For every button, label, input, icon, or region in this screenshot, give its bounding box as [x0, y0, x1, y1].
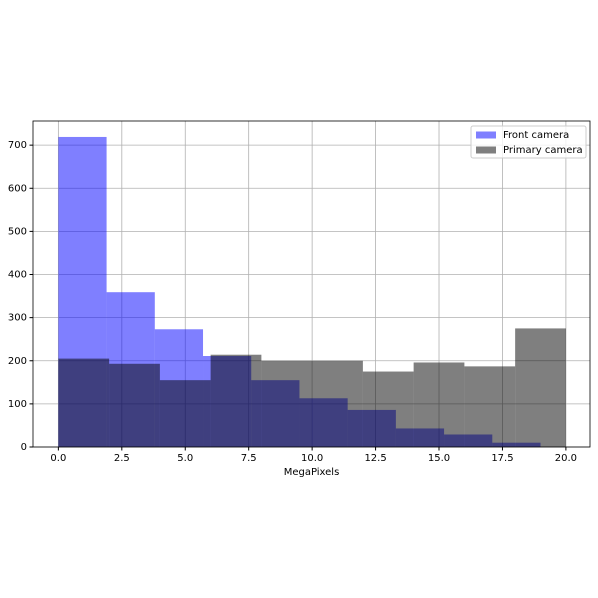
histogram-bar: [261, 360, 313, 447]
y-tick-label: 700: [8, 140, 27, 151]
y-tick-label: 100: [8, 399, 27, 410]
axes-frame: [32, 120, 591, 448]
x-tick-label: 20.0: [555, 453, 577, 464]
x-tick-label: 0.0: [50, 453, 66, 464]
histogram-bar: [413, 362, 465, 447]
bars: [58, 136, 566, 448]
histogram-bar: [312, 360, 363, 447]
x-tick-label: 7.5: [241, 453, 257, 464]
x-tick-label: 10.0: [301, 453, 323, 464]
histogram-bar: [109, 363, 160, 447]
x-axis-label: MegaPixels: [284, 467, 340, 478]
axes: 0 100 200 300 400 500 600 700 0.0 2.5 5.0 7.5 10.0 12…: [8, 120, 591, 464]
y-tick-label: 200: [8, 356, 27, 367]
x-tick-label: 17.5: [491, 453, 513, 464]
histogram-bar: [515, 328, 566, 447]
histogram-bar: [159, 380, 211, 447]
legend-label: Primary camera: [503, 145, 583, 156]
legend-box: [470, 125, 587, 159]
y-tick-label: 300: [8, 313, 27, 324]
y-tick-label: 600: [8, 183, 27, 194]
histogram-bar: [464, 366, 516, 447]
histogram-bar: [210, 354, 262, 447]
x-tick-label: 15.0: [428, 453, 450, 464]
legend-swatch: [476, 131, 496, 139]
legend-label: Front camera: [503, 130, 569, 141]
histogram-bar: [58, 358, 110, 447]
histogram-bar: [362, 371, 414, 447]
y-tick-label: 0: [21, 442, 27, 453]
x-tick-label: 12.5: [364, 453, 386, 464]
x-tick-label: 5.0: [177, 453, 193, 464]
legend-swatch: [476, 146, 496, 154]
y-tick-label: 400: [8, 270, 27, 281]
x-tick-label: 2.5: [114, 453, 130, 464]
y-tick-label: 500: [8, 226, 27, 237]
